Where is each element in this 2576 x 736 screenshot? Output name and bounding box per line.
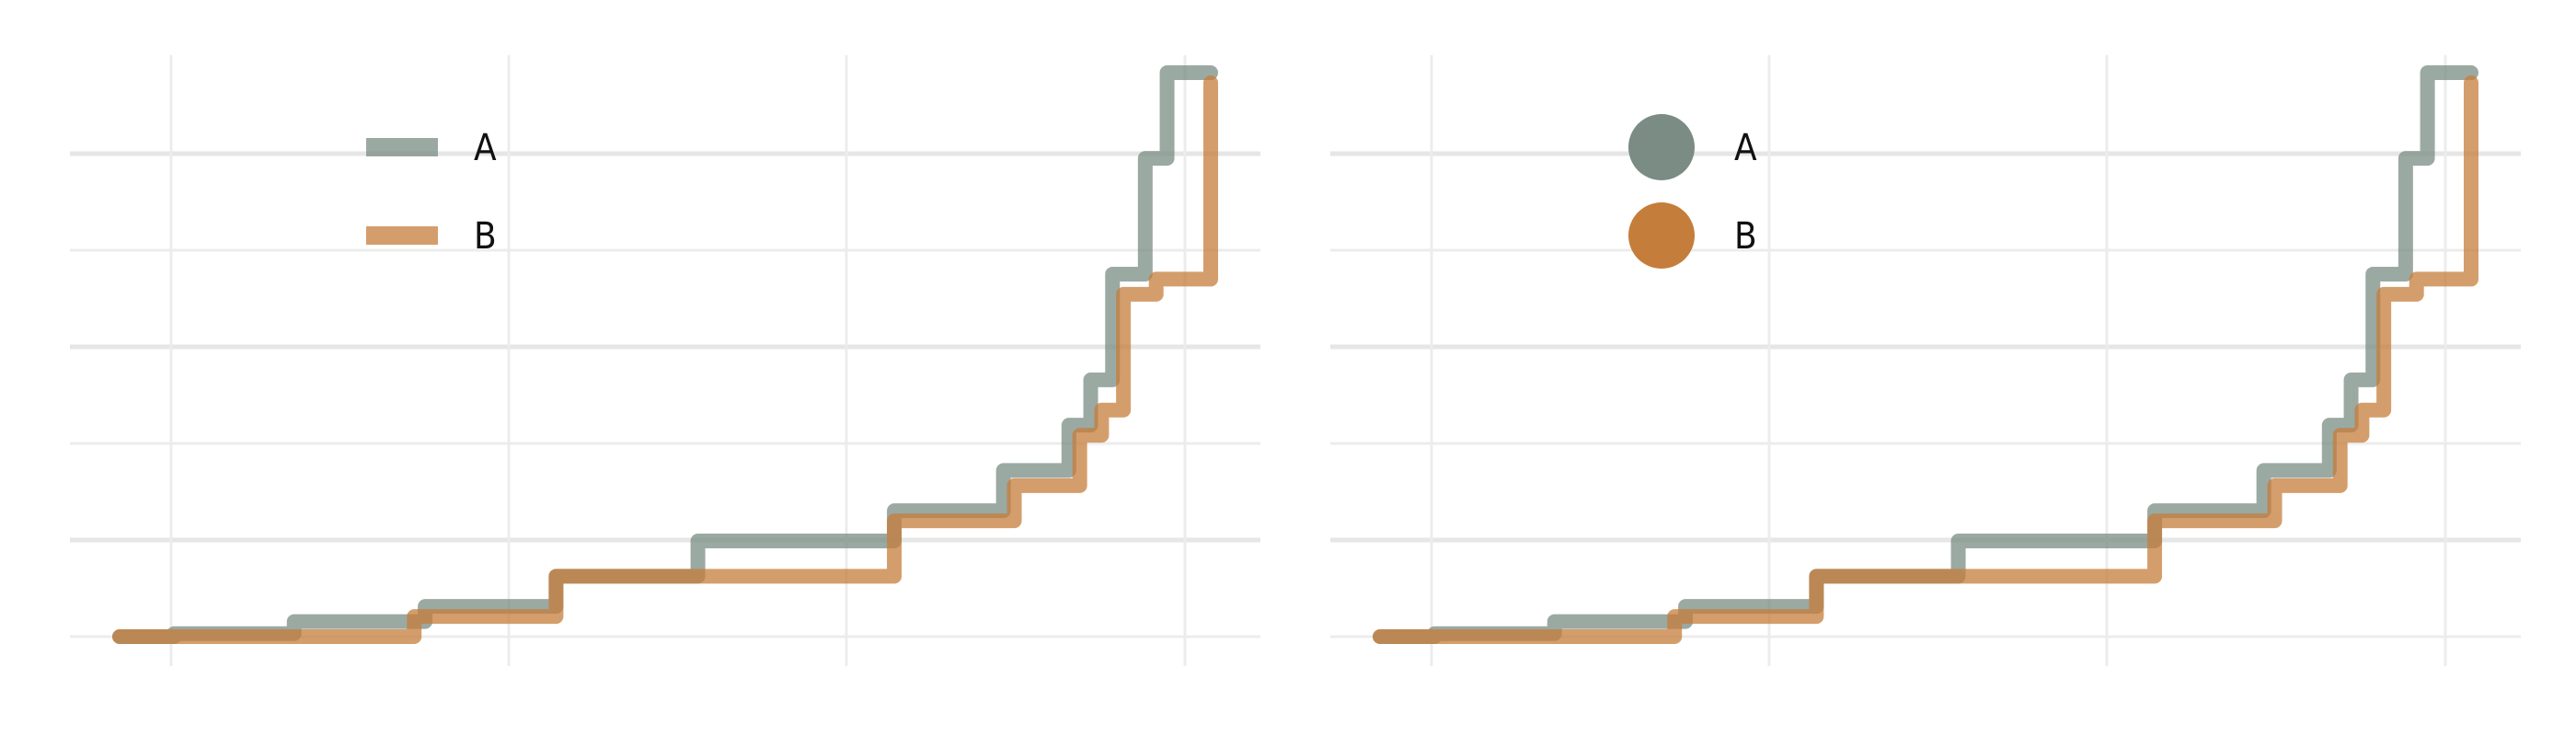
series-lines [1373, 65, 2478, 644]
legend-key-b [1628, 202, 1695, 269]
legend-label-b: B [1734, 215, 1757, 258]
legend-label-b: B [474, 215, 497, 258]
legend-label-a: A [1734, 127, 1757, 169]
legend: AB [366, 127, 497, 258]
series-line-a [112, 65, 1218, 644]
legend-label-a: A [474, 127, 497, 169]
grid [1330, 55, 2521, 666]
legend: AB [1628, 114, 1757, 269]
series-line-a [1373, 65, 2478, 644]
chart-panel-right: AB [1330, 55, 2521, 666]
series-line-b [1373, 75, 2478, 644]
series-lines [112, 65, 1218, 644]
legend-key-a [1628, 114, 1695, 180]
series-line-b [112, 75, 1218, 644]
chart-panel-left: AB [70, 55, 1260, 666]
grid [70, 55, 1260, 666]
